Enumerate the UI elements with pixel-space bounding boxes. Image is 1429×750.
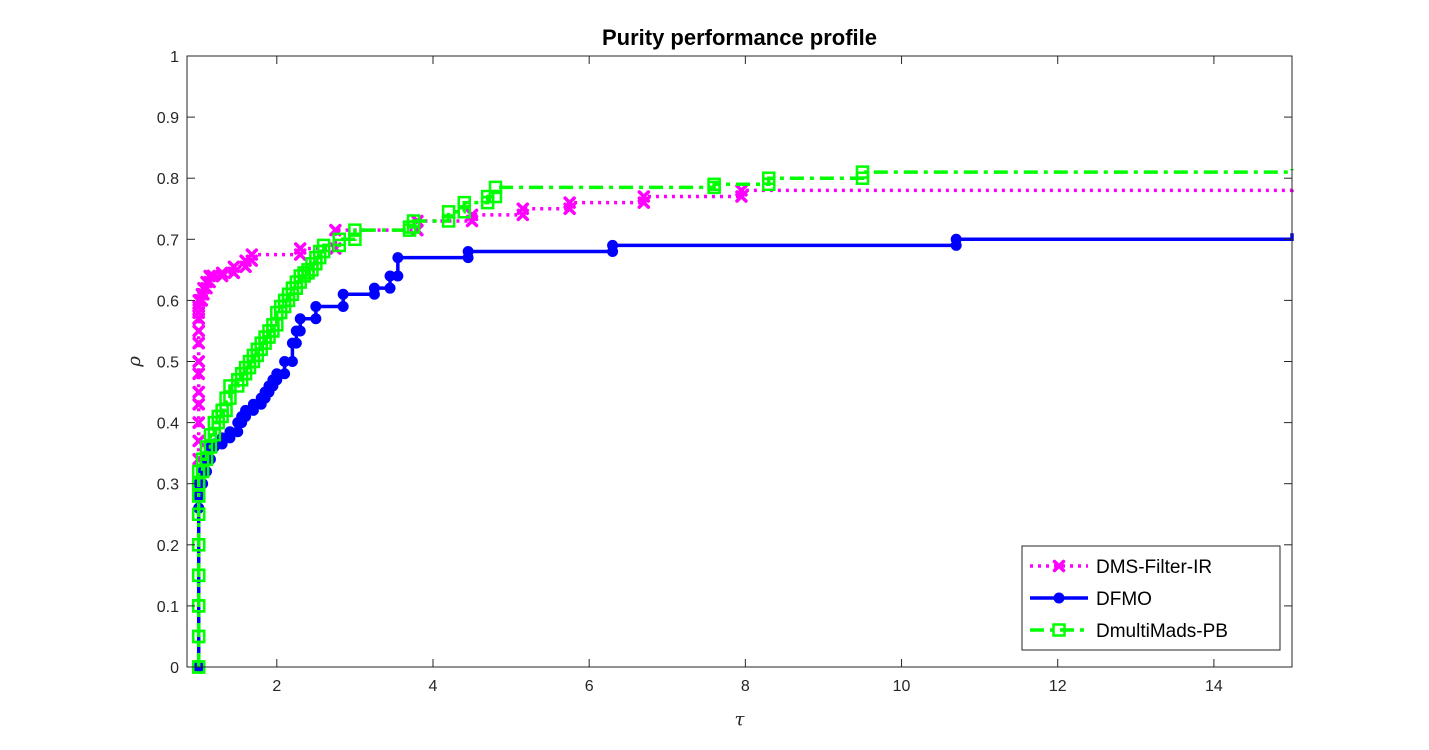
series-point — [192, 416, 205, 429]
series-point — [637, 190, 651, 203]
series-point — [286, 356, 298, 367]
y-tick-label: 0.3 — [157, 477, 179, 494]
series-point — [192, 398, 205, 411]
legend-marker — [1052, 623, 1066, 637]
series-point — [384, 282, 396, 294]
series-point — [337, 301, 349, 313]
series-point — [516, 202, 530, 215]
series-point — [293, 242, 307, 255]
x-tick-label: 10 — [893, 678, 911, 695]
series-point — [279, 368, 291, 380]
y-tick-label: 1 — [170, 49, 179, 66]
series-point — [227, 260, 241, 274]
series-point — [607, 239, 619, 251]
series-point — [215, 269, 229, 283]
series-point — [348, 232, 362, 247]
series-point — [206, 269, 220, 283]
series-point — [192, 367, 205, 380]
series-point — [480, 189, 495, 204]
legend-label: DMS-Filter-IR — [1096, 557, 1212, 578]
series-point — [441, 214, 456, 228]
y-axis-label: ρ — [124, 356, 145, 368]
series-point — [232, 426, 244, 438]
legend-label: DFMO — [1096, 589, 1152, 610]
series-point — [192, 355, 205, 368]
series-point — [192, 324, 205, 338]
legend-item: DMS-Filter-IR — [1030, 557, 1212, 578]
series-point — [294, 325, 306, 337]
series-point — [392, 270, 404, 282]
y-tick-label: 0 — [170, 660, 179, 677]
y-tick-label: 0.5 — [157, 355, 179, 372]
series-point — [488, 189, 503, 204]
x-tick-label: 2 — [272, 678, 281, 695]
y-tick-label: 0.9 — [157, 110, 179, 127]
series-point — [192, 336, 205, 350]
series-point — [348, 223, 362, 237]
x-tick-label: 4 — [429, 678, 438, 695]
series-dmultimads-pb — [191, 165, 1294, 674]
series-point — [392, 252, 404, 264]
series-line — [196, 169, 1294, 667]
series-point — [406, 214, 421, 228]
series-point — [203, 269, 216, 283]
legend-item: DmultiMads-PB — [1030, 621, 1228, 642]
legend-marker — [1053, 592, 1065, 604]
series-point — [191, 507, 206, 521]
series-point — [191, 629, 206, 644]
series-point — [457, 205, 471, 219]
series-point — [762, 171, 776, 185]
series-layer — [191, 165, 1294, 674]
y-tick-label: 0.4 — [157, 416, 179, 433]
x-tick-label: 6 — [585, 678, 594, 695]
series-point — [310, 301, 322, 313]
series-point — [294, 313, 306, 325]
ticks-layer: 2 4 6 8 10 12 14 0 0.1 0.2 0.3 0.4 0.5 0.6 0.7 0.8 0.9 1 — [157, 49, 1292, 695]
series-point — [310, 313, 322, 325]
legend: DMS-Filter-IR DFMO DmultiMads-PB — [1021, 545, 1281, 651]
x-tick-label: 12 — [1049, 678, 1067, 695]
legend-marker — [1052, 559, 1066, 573]
y-tick-label: 0.2 — [157, 538, 179, 555]
series-point — [735, 184, 748, 197]
series-point — [316, 238, 331, 253]
series-point — [245, 248, 259, 261]
series-point — [368, 282, 380, 294]
chart-title: Purity performance profile — [602, 25, 877, 50]
series-point — [337, 288, 349, 300]
y-tick-label: 0.8 — [157, 171, 179, 188]
y-tick-label: 0.1 — [157, 599, 179, 616]
x-tick-label: 8 — [741, 678, 750, 695]
x-axis-label: τ — [735, 709, 746, 730]
series-point — [457, 195, 471, 210]
series-point — [215, 266, 229, 280]
series-point — [191, 568, 206, 583]
series-point — [332, 232, 347, 247]
series-point — [563, 196, 576, 209]
legend-item: DFMO — [1030, 589, 1152, 610]
series-point — [855, 165, 870, 179]
series-point — [290, 337, 302, 349]
x-tick-label: 14 — [1205, 678, 1223, 695]
series-point — [462, 246, 474, 258]
series-point — [707, 177, 721, 192]
series-point — [950, 233, 962, 245]
series-point — [192, 385, 205, 399]
series-point — [441, 205, 456, 219]
y-tick-label: 0.6 — [157, 293, 179, 310]
y-tick-label: 0.7 — [157, 232, 179, 249]
legend-label: DmultiMads-PB — [1096, 621, 1228, 642]
series-point — [488, 180, 503, 195]
